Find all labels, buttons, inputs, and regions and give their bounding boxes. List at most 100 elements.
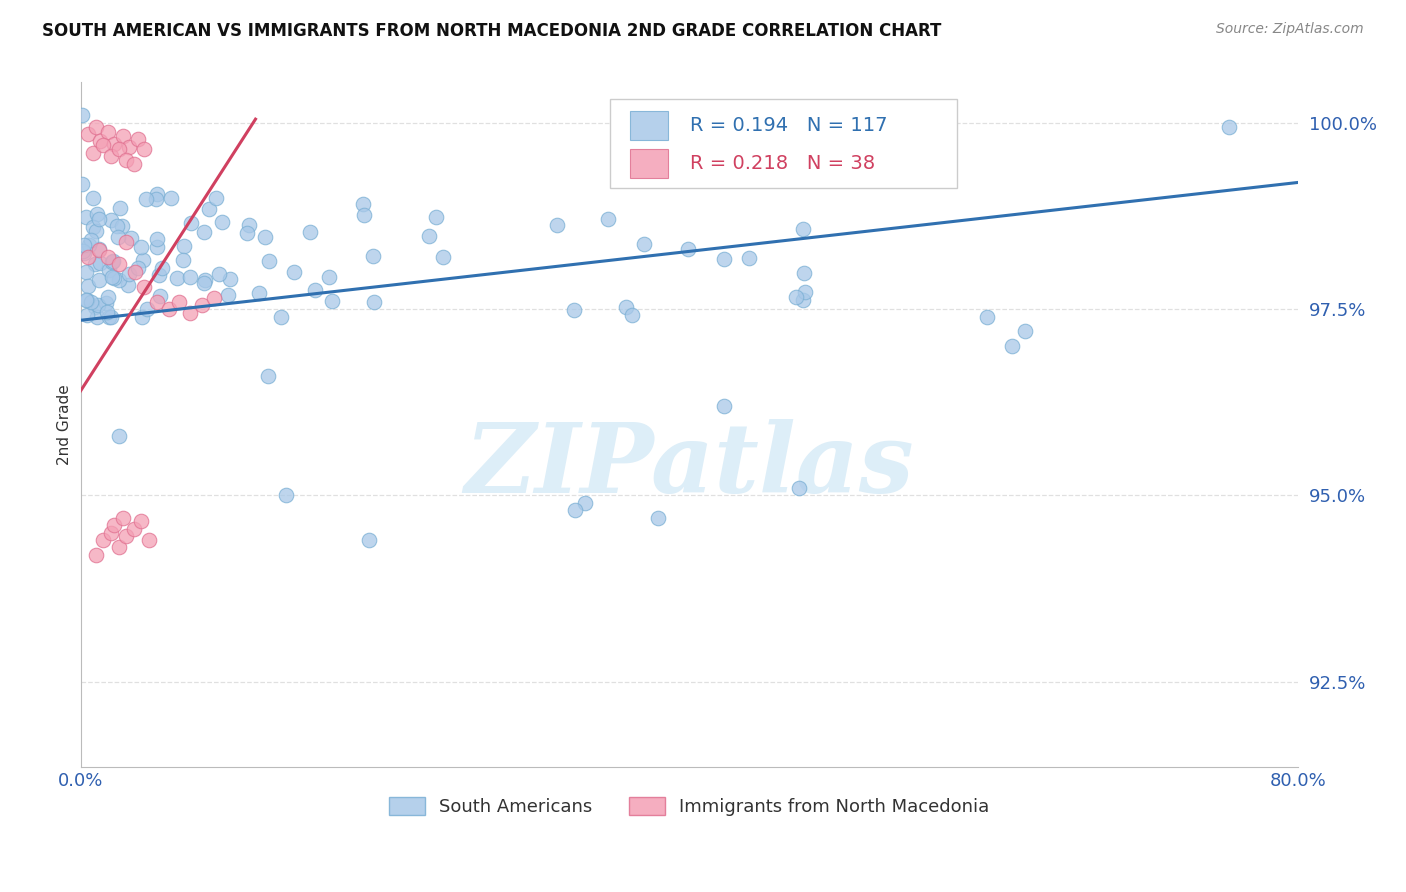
Point [598,212,620,227]
Point [194,273,217,287]
Point [73,238,96,252]
Text: Source: ZipAtlas.com: Source: ZipAtlas.com [1216,22,1364,37]
Point [107,541,129,555]
Point [75,293,97,308]
Point [647,510,669,524]
Y-axis label: 2nd Grade: 2nd Grade [58,384,72,465]
Point [91,138,114,153]
Point [77,238,100,252]
Point [124,265,146,279]
Point [77,250,100,264]
Point [145,294,167,309]
Point [129,239,152,253]
Point [180,216,202,230]
Point [193,276,215,290]
Point [146,240,169,254]
Point [211,214,233,228]
Point [75,210,97,224]
Point [257,369,280,384]
Point [131,310,153,324]
Point [100,310,122,324]
Point [77,279,100,293]
Point [134,142,156,156]
Point [418,228,440,243]
Point [713,252,735,266]
Point [204,291,226,305]
Point [103,254,125,268]
Point [115,153,138,168]
Bar [630,149,668,178]
Point [91,533,114,547]
Point [77,127,100,141]
Point [138,533,160,547]
Point [976,310,998,324]
Point [792,222,814,236]
Point [131,515,153,529]
Point [72,108,94,122]
Point [304,283,326,297]
Point [115,529,138,543]
Point [97,125,120,139]
Point [191,298,214,312]
Point [135,192,157,206]
Point [713,399,735,413]
Point [208,267,231,281]
Point [100,254,122,268]
Point [76,309,98,323]
FancyBboxPatch shape [610,99,957,188]
Point [160,191,183,205]
Point [122,522,145,536]
Point [787,481,810,495]
Legend: South Americans, Immigrants from North Macedonia: South Americans, Immigrants from North M… [381,789,997,823]
Point [247,286,270,301]
Point [633,236,655,251]
Point [432,250,454,264]
Point [83,300,105,314]
Point [121,231,143,245]
Point [621,309,644,323]
Text: R = 0.218   N = 38: R = 0.218 N = 38 [690,154,876,173]
Point [274,488,297,502]
Point [792,293,814,307]
Point [794,285,817,300]
Point [112,129,135,144]
Point [87,243,110,257]
Point [80,234,103,248]
Point [103,136,125,151]
Point [321,293,343,308]
Point [82,220,104,235]
Point [118,139,141,153]
Point [132,252,155,267]
Point [111,219,134,234]
Text: ZIPatlas: ZIPatlas [464,418,914,513]
Point [363,294,385,309]
Point [546,219,568,233]
Point [84,120,107,134]
Point [179,270,201,285]
Point [100,269,122,284]
Point [107,142,129,156]
Point [107,257,129,271]
Point [283,265,305,279]
Point [173,238,195,252]
Point [89,256,111,270]
Point [122,157,145,171]
Point [135,301,157,316]
Point [352,196,374,211]
Point [574,496,596,510]
Point [86,298,108,312]
Point [83,257,105,271]
Point [562,302,585,317]
Point [100,149,122,163]
Point [425,210,447,224]
Point [172,253,194,268]
Point [134,279,156,293]
Text: R = 0.194   N = 117: R = 0.194 N = 117 [690,116,887,136]
Point [82,191,104,205]
Point [179,306,201,320]
Point [198,202,221,216]
Point [108,201,131,215]
Point [82,145,104,160]
Point [353,208,375,222]
Point [75,265,97,279]
